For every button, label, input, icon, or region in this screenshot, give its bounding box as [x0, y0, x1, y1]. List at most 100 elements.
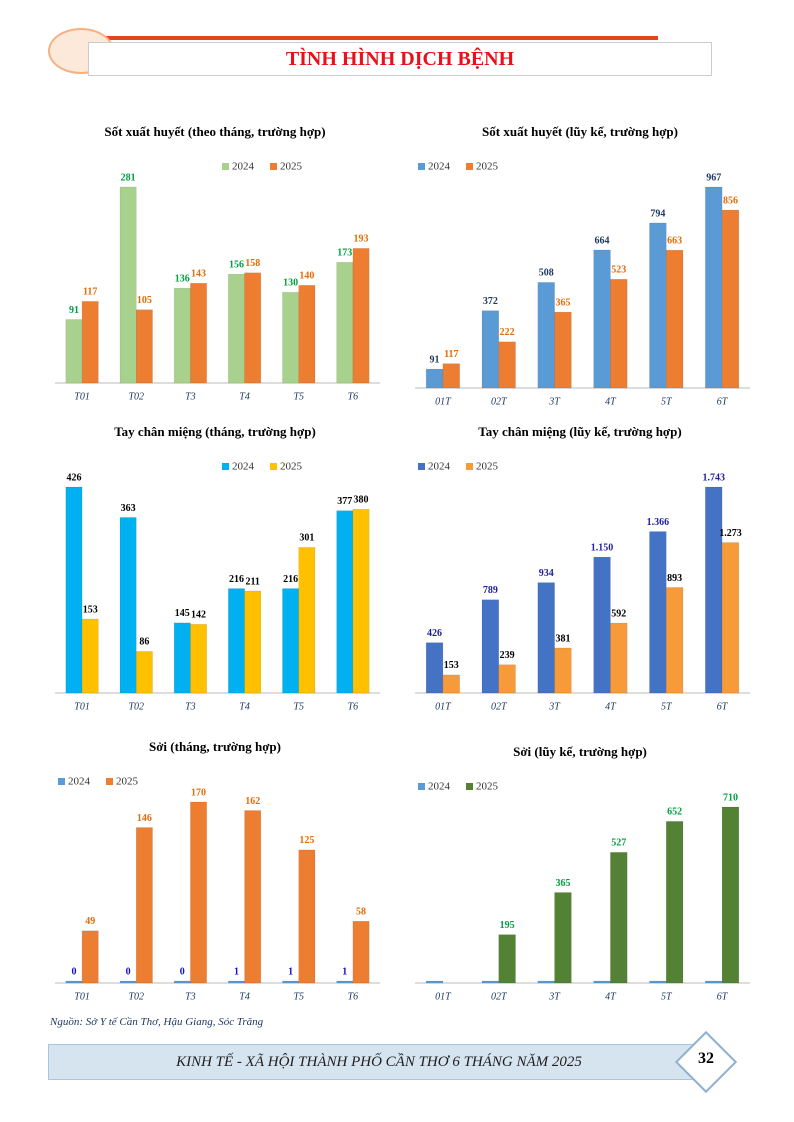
legend-label: 2025 — [476, 161, 499, 173]
x-tick-label: 3T — [548, 701, 561, 712]
bar — [190, 801, 207, 984]
data-label: 49 — [85, 916, 95, 927]
chart-title: Tay chân miệng (tháng, trường hợp) — [114, 424, 316, 439]
legend-swatch — [418, 163, 425, 170]
legend-label: 2024 — [428, 461, 451, 473]
legend-label: 2024 — [232, 461, 255, 473]
x-tick-label: 01T — [435, 991, 452, 1002]
bar — [282, 292, 299, 384]
bar — [173, 287, 191, 384]
bar — [336, 262, 354, 384]
bar — [173, 622, 191, 694]
footer-bar: KINH TẾ - XÃ HỘI THÀNH PHỐ CẦN THƠ 6 THÁ… — [48, 1044, 710, 1080]
data-label: 301 — [299, 533, 314, 544]
bar — [244, 590, 262, 694]
data-label: 153 — [83, 604, 98, 615]
bar — [593, 980, 611, 984]
bar — [136, 309, 153, 384]
chart-title: Sốt xuất huyết (theo tháng, trường hợp) — [104, 124, 325, 139]
x-tick-label: T6 — [348, 991, 359, 1002]
data-label: 91 — [69, 305, 79, 316]
bar — [705, 486, 723, 694]
bar — [298, 285, 316, 384]
bar — [352, 920, 370, 984]
bar — [282, 588, 299, 694]
data-label: 211 — [245, 576, 259, 587]
legend-swatch — [270, 463, 277, 470]
data-label: 508 — [539, 268, 554, 279]
bar — [119, 980, 137, 984]
data-label: 130 — [283, 278, 298, 289]
x-tick-label: T02 — [128, 991, 144, 1002]
data-label: 0 — [71, 966, 76, 977]
bar — [481, 599, 499, 694]
data-label: 156 — [229, 259, 244, 270]
bar — [136, 651, 153, 694]
bar — [593, 556, 611, 694]
data-label: 365 — [555, 297, 570, 308]
data-label: 143 — [191, 269, 206, 280]
bar — [610, 852, 628, 984]
bar — [336, 980, 354, 984]
data-label: 710 — [723, 792, 738, 803]
x-tick-label: 3T — [548, 991, 561, 1002]
data-label: 117 — [444, 349, 458, 360]
header-title: TÌNH HÌNH DỊCH BỆNH — [285, 47, 515, 70]
x-tick-label: 6T — [717, 991, 729, 1002]
bar — [244, 810, 262, 984]
x-tick-label: T01 — [74, 991, 90, 1002]
data-label: 281 — [121, 172, 136, 183]
data-label: 1.150 — [591, 542, 614, 553]
data-label: 146 — [137, 813, 152, 824]
x-tick-label: 4T — [605, 396, 617, 407]
bar — [537, 582, 555, 694]
data-label: 527 — [611, 838, 626, 849]
bar — [537, 980, 555, 984]
data-label: 664 — [595, 235, 610, 246]
x-tick-label: T02 — [128, 391, 144, 402]
legend-swatch — [222, 163, 229, 170]
bar — [425, 642, 444, 694]
data-label: 170 — [191, 787, 206, 798]
bar — [442, 674, 460, 694]
x-tick-label: T02 — [128, 701, 144, 712]
data-label: 967 — [706, 172, 721, 183]
data-label: 365 — [555, 878, 570, 889]
x-tick-label: T4 — [239, 991, 250, 1002]
legend-label: 2025 — [116, 776, 139, 788]
legend-label: 2025 — [476, 461, 499, 473]
bar — [498, 341, 516, 389]
bar — [721, 542, 740, 694]
data-label: 1.366 — [647, 517, 670, 528]
bar — [228, 588, 245, 694]
x-tick-label: T6 — [348, 701, 359, 712]
bar — [65, 319, 83, 384]
data-label: 1 — [288, 966, 293, 977]
bar — [554, 311, 572, 389]
x-tick-label: T3 — [185, 701, 196, 712]
bar — [65, 486, 83, 694]
chart-title: Sởi (lũy kế, trường hợp) — [513, 744, 647, 759]
legend-swatch — [466, 783, 473, 790]
legend-swatch — [466, 163, 473, 170]
data-label: 893 — [667, 573, 682, 584]
bar — [649, 980, 667, 984]
data-label: 652 — [667, 807, 682, 818]
bar — [498, 934, 516, 984]
bar — [282, 980, 299, 984]
data-label: 222 — [500, 327, 515, 338]
bar — [298, 547, 316, 694]
x-tick-label: T3 — [185, 991, 196, 1002]
bar — [481, 310, 499, 389]
x-tick-label: T01 — [74, 391, 90, 402]
data-label: 140 — [299, 271, 314, 282]
x-tick-label: T01 — [74, 701, 90, 712]
x-tick-label: 5T — [661, 701, 673, 712]
data-label: 173 — [337, 248, 352, 259]
data-label: 663 — [667, 235, 682, 246]
bar — [336, 510, 354, 694]
data-label: 153 — [444, 660, 459, 671]
x-tick-label: 01T — [435, 701, 452, 712]
bar — [649, 222, 667, 389]
